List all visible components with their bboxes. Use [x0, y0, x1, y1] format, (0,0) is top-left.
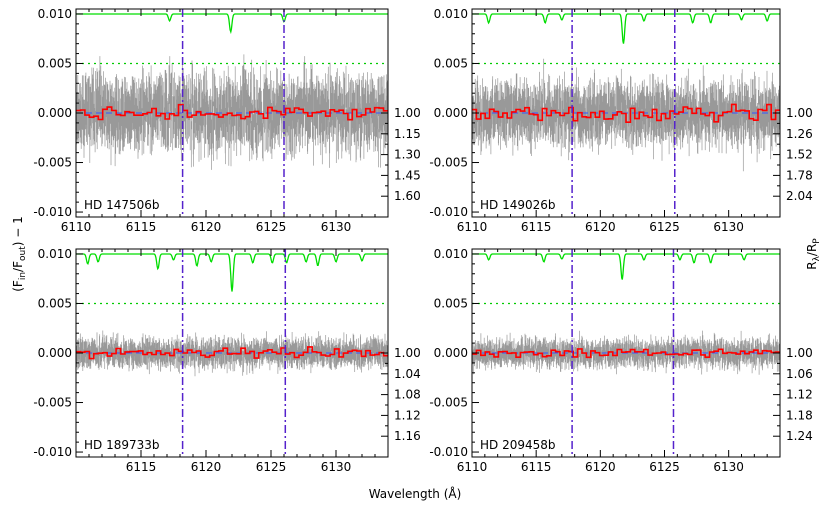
y-tick-label: 0.010 — [434, 247, 468, 261]
right-tick-label: 1.15 — [394, 127, 421, 141]
binned-curve — [472, 348, 780, 359]
right-tick-label: 1.52 — [786, 148, 813, 162]
panel-label: HD 209458b — [480, 438, 556, 452]
y-tick-label: 0.010 — [434, 7, 468, 21]
x-tick-label: 6115 — [126, 460, 157, 474]
panel-label: HD 147506b — [84, 198, 160, 212]
x-tick-label: 6110 — [457, 220, 488, 234]
right-axis-title: Rλ/RP — [805, 238, 822, 270]
panels: 6110 6115 6120 6125 6130 -0.010 -0.005 0.000 0.0… — [33, 7, 812, 474]
binned-curve — [76, 103, 388, 121]
x-tick-label: 6120 — [191, 220, 222, 234]
y-tick-label: 0.000 — [38, 106, 72, 120]
x-tick-label: 6125 — [649, 220, 680, 234]
panel-0: 6110 6115 6120 6125 6130 -0.010 -0.005 0.000 0.0… — [33, 7, 420, 234]
right-tick-label: 1.00 — [786, 106, 813, 120]
telluric-spectrum — [76, 253, 388, 292]
y-tick-label: 0.000 — [434, 346, 468, 360]
right-tick-label: 1.00 — [394, 106, 421, 120]
x-tick-label: 6120 — [191, 460, 222, 474]
right-tick-label: 1.60 — [394, 189, 421, 203]
y-tick-label: -0.010 — [429, 205, 468, 219]
telluric-spectrum — [472, 253, 780, 280]
right-tick-label: 1.26 — [786, 127, 813, 141]
right-tick-label: 1.04 — [394, 367, 421, 381]
y-axis-title: (Fin/Fout) − 1 — [11, 216, 28, 292]
x-tick-label: 6130 — [321, 460, 352, 474]
x-tick-label: 6120 — [585, 220, 616, 234]
x-tick-label: 6130 — [713, 220, 744, 234]
y-tick-label: -0.005 — [33, 396, 72, 410]
plot-area — [472, 249, 780, 457]
y-tick-label: 0.010 — [38, 7, 72, 21]
panel-2: 6115 6120 6125 6130 -0.010 -0.005 0.000 0.005 0.… — [33, 247, 420, 474]
binned-curve — [472, 103, 780, 123]
y-tick-label: 0.005 — [38, 56, 72, 70]
y-tick-label: -0.010 — [33, 205, 72, 219]
panel-3: 6110 6115 6120 6125 6130 -0.010 -0.005 0.000 0.0… — [429, 247, 812, 474]
right-tick-label: 1.06 — [786, 367, 813, 381]
telluric-spectrum — [76, 13, 388, 35]
x-tick-label: 6115 — [126, 220, 157, 234]
x-axis-title: Wavelength (Å) — [369, 486, 462, 501]
binned-curve — [76, 346, 388, 360]
x-tick-label: 6125 — [256, 460, 287, 474]
right-tick-label: 1.16 — [394, 429, 421, 443]
y-tick-label: -0.005 — [429, 396, 468, 410]
y-tick-label: -0.010 — [429, 445, 468, 459]
plot-area — [76, 249, 388, 457]
right-tick-label: 2.04 — [786, 189, 813, 203]
y-tick-label: -0.010 — [33, 445, 72, 459]
panel-1: 6110 6115 6120 6125 6130 -0.010 -0.005 0.000 0.0… — [429, 7, 812, 234]
y-tick-label: 0.000 — [434, 106, 468, 120]
right-tick-label: 1.08 — [394, 388, 421, 402]
panel-label: HD 149026b — [480, 198, 556, 212]
right-tick-label: 1.18 — [786, 408, 813, 422]
y-tick-label: 0.005 — [38, 296, 72, 310]
x-tick-label: 6130 — [321, 220, 352, 234]
y-tick-label: 0.005 — [434, 56, 468, 70]
y-tick-label: 0.010 — [38, 247, 72, 261]
y-tick-label: 0.000 — [38, 346, 72, 360]
right-tick-label: 1.00 — [394, 346, 421, 360]
plot-area — [76, 9, 388, 217]
y-tick-label: -0.005 — [33, 156, 72, 170]
telluric-spectrum — [472, 13, 780, 44]
y-tick-label: -0.005 — [429, 156, 468, 170]
x-tick-label: 6115 — [521, 220, 552, 234]
x-tick-label: 6110 — [61, 220, 92, 234]
right-tick-label: 1.78 — [786, 168, 813, 182]
x-tick-label: 6110 — [457, 460, 488, 474]
right-tick-label: 1.30 — [394, 148, 421, 162]
panel-label: HD 189733b — [84, 438, 160, 452]
x-tick-label: 6120 — [585, 460, 616, 474]
y-tick-label: 0.005 — [434, 296, 468, 310]
x-tick-label: 6130 — [713, 460, 744, 474]
right-tick-label: 1.12 — [394, 408, 421, 422]
x-tick-label: 6115 — [521, 460, 552, 474]
x-tick-label: 6125 — [649, 460, 680, 474]
data-points — [76, 54, 388, 170]
right-tick-label: 1.45 — [394, 168, 421, 182]
plot-area — [472, 9, 780, 217]
right-tick-label: 1.24 — [786, 429, 813, 443]
x-tick-label: 6125 — [256, 220, 287, 234]
right-tick-label: 1.00 — [786, 346, 813, 360]
right-tick-label: 1.12 — [786, 388, 813, 402]
